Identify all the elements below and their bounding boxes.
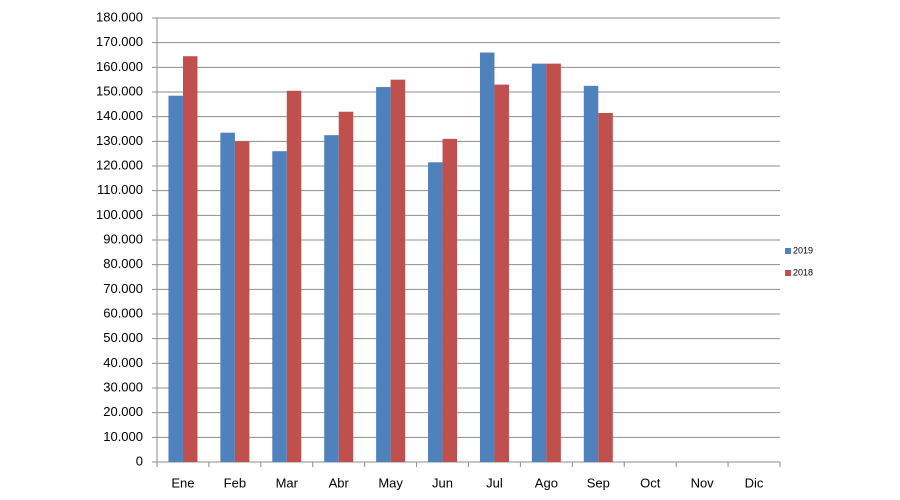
x-tick-label: Abr bbox=[329, 475, 350, 490]
x-tick-label: Feb bbox=[224, 475, 246, 490]
y-tick-label: 30.000 bbox=[103, 379, 143, 394]
legend-label: 2018 bbox=[793, 267, 813, 277]
x-tick-label: Oct bbox=[640, 475, 661, 490]
y-tick-label: 150.000 bbox=[96, 83, 143, 98]
x-tick-label: Mar bbox=[276, 475, 299, 490]
bar bbox=[583, 85, 599, 462]
y-tick-label: 20.000 bbox=[103, 404, 143, 419]
y-tick-label: 100.000 bbox=[96, 207, 143, 222]
bar bbox=[324, 135, 339, 462]
y-tick-label: 120.000 bbox=[96, 157, 143, 172]
x-tick-label: Ene bbox=[171, 475, 194, 490]
x-tick-label: Dic bbox=[745, 475, 764, 490]
y-tick-label: 60.000 bbox=[103, 305, 143, 320]
bar bbox=[272, 151, 287, 462]
bar bbox=[286, 90, 302, 463]
y-tick-label: 90.000 bbox=[103, 231, 143, 246]
x-tick-label: Jun bbox=[432, 475, 453, 490]
bar bbox=[220, 132, 235, 462]
bar bbox=[531, 63, 547, 463]
y-tick-label: 160.000 bbox=[96, 59, 143, 74]
bar bbox=[234, 141, 250, 463]
bar bbox=[428, 162, 443, 463]
legend-swatch bbox=[785, 270, 791, 276]
y-tick-label: 0 bbox=[136, 453, 143, 468]
x-tick-label: May bbox=[378, 475, 403, 490]
bar bbox=[182, 56, 198, 462]
y-tick-label: 50.000 bbox=[103, 330, 143, 345]
x-tick-label: Ago bbox=[535, 475, 558, 490]
y-tick-label: 170.000 bbox=[96, 34, 143, 49]
bar bbox=[494, 84, 509, 462]
y-tick-label: 70.000 bbox=[103, 281, 143, 296]
bar bbox=[442, 138, 458, 462]
legend-swatch bbox=[785, 248, 791, 254]
y-tick-label: 40.000 bbox=[103, 355, 143, 370]
bar bbox=[598, 112, 613, 462]
x-tick-label: Sep bbox=[587, 475, 610, 490]
y-tick-label: 110.000 bbox=[97, 182, 143, 197]
y-tick-label: 80.000 bbox=[103, 256, 143, 271]
bar bbox=[390, 79, 406, 463]
x-tick-label: Jul bbox=[486, 475, 503, 490]
bar bbox=[338, 111, 354, 462]
bar bbox=[168, 95, 183, 462]
bar bbox=[479, 52, 495, 463]
y-tick-label: 180.000 bbox=[96, 9, 143, 24]
bar bbox=[546, 63, 561, 463]
x-tick-label: Nov bbox=[691, 475, 715, 490]
legend-label: 2019 bbox=[793, 245, 813, 255]
y-tick-label: 10.000 bbox=[103, 429, 143, 444]
bar bbox=[376, 87, 391, 463]
y-tick-label: 140.000 bbox=[96, 108, 143, 123]
y-tick-label: 130.000 bbox=[96, 133, 143, 148]
